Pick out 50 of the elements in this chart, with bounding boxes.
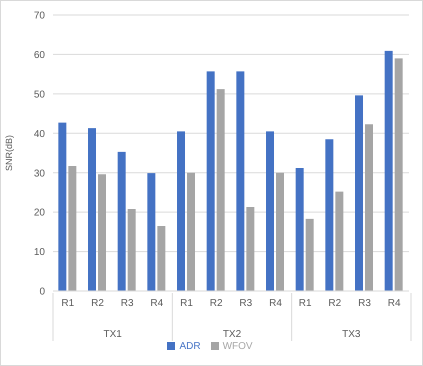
x-tick-label: R3 (239, 298, 253, 310)
bar (147, 173, 156, 291)
text: TX2 (222, 329, 242, 340)
legend-label: ADR (179, 341, 201, 352)
y-tick-label: 30 (34, 168, 46, 180)
bar (355, 95, 364, 291)
bar (187, 172, 196, 291)
bar (325, 139, 334, 291)
bar (266, 131, 274, 291)
bar (68, 166, 76, 291)
x-tick-label: R4 (388, 298, 401, 310)
x-tick-label: R2 (91, 298, 104, 310)
text: TX3 (342, 329, 361, 340)
legend-label: WFOV (222, 341, 253, 352)
y-tick-label: 10 (34, 247, 46, 258)
x-tick-label: R4 (269, 298, 282, 310)
bar (118, 152, 126, 291)
x-tick-label: R2 (328, 298, 342, 310)
x-tick-label: R1 (298, 298, 312, 310)
bar (216, 89, 225, 291)
bar (206, 71, 215, 291)
bar (88, 128, 96, 291)
bar (365, 124, 374, 291)
bar (157, 226, 166, 291)
bar (236, 71, 244, 291)
bar (306, 218, 314, 291)
x-tick-label: R3 (120, 298, 134, 310)
x-tick-label: R3 (358, 298, 372, 310)
bar (177, 131, 186, 291)
bar (98, 174, 106, 291)
x-tick-label: R2 (210, 298, 223, 310)
bar (296, 168, 304, 291)
x-tick-label: R1 (180, 298, 194, 310)
bar (246, 207, 254, 291)
text: TX1 (103, 329, 122, 340)
bar (276, 172, 284, 291)
y-tick-label: 60 (34, 50, 46, 61)
y-tick-label: 20 (34, 208, 46, 219)
y-axis-title: SNR(dB) (4, 134, 14, 172)
x-tick-label: R4 (150, 298, 164, 310)
y-tick-label: 70 (34, 10, 46, 22)
bar (394, 58, 403, 291)
x-tick-label: R1 (61, 298, 75, 310)
y-tick-label: 50 (34, 89, 46, 100)
bar (128, 208, 136, 291)
bar (335, 192, 344, 291)
y-tick-label: 0 (39, 286, 46, 298)
bar (384, 50, 393, 291)
y-tick-label: 40 (34, 128, 46, 140)
bar (58, 122, 66, 291)
